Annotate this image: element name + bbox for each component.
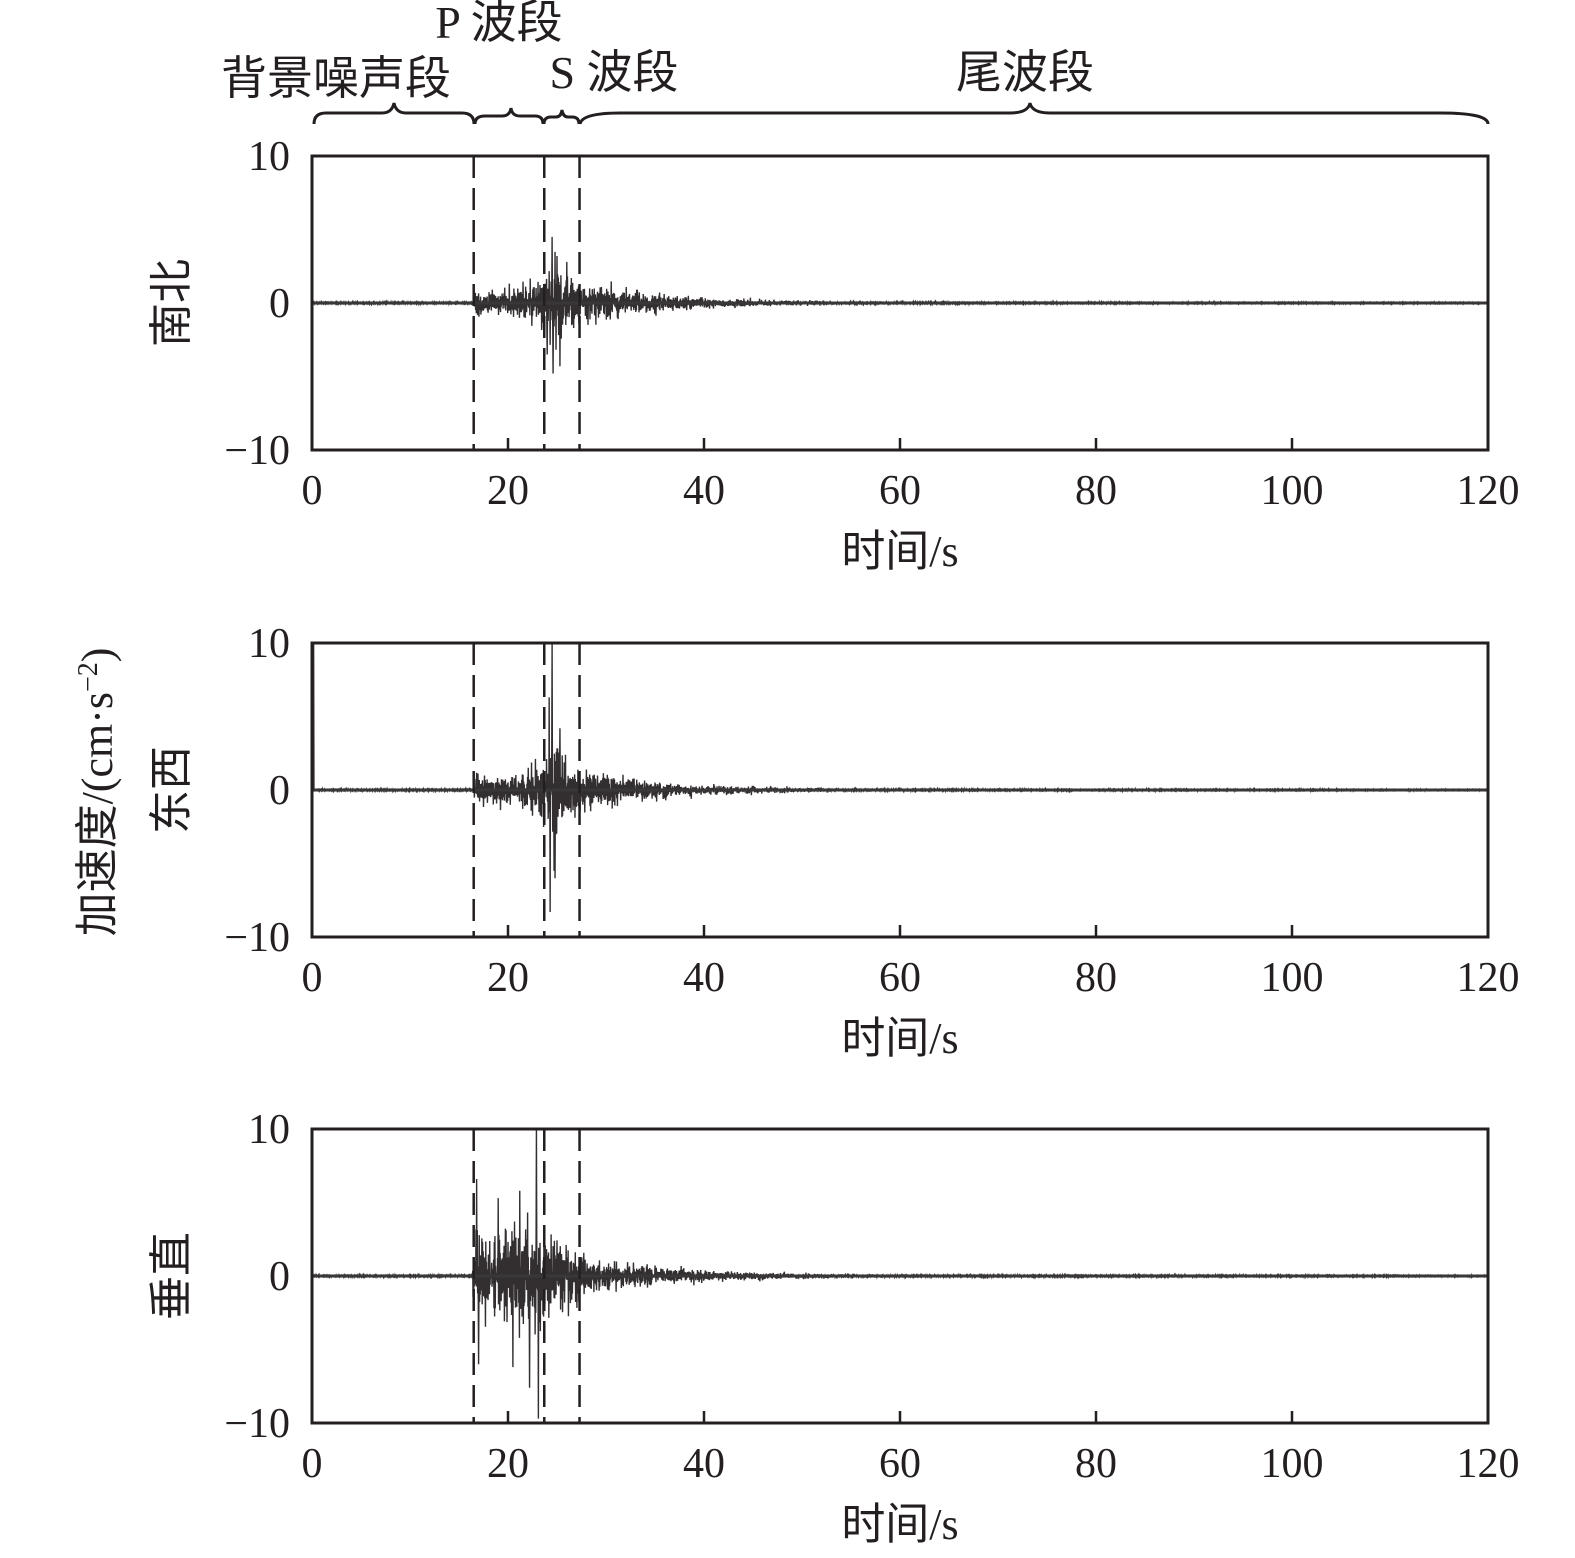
x-tick-label-north-south-80: 80 — [1075, 468, 1117, 514]
x-tick-label-east-west-80: 80 — [1075, 955, 1117, 1001]
y-axis-title-vertical: 垂直 — [147, 1232, 196, 1320]
y-tick-label-east-west-0: 10 — [248, 621, 290, 667]
y-axis-main-label: 加速度/(cm·s — [73, 692, 122, 936]
y-tick-label-north-south-0: 10 — [248, 134, 290, 180]
x-tick-label-north-south-0: 0 — [302, 468, 323, 514]
y-axis-title-east-west: 东西 — [147, 746, 196, 834]
y-axis-main-close: ) — [73, 648, 122, 663]
x-tick-label-east-west-60: 60 — [879, 955, 921, 1001]
y-tick-label-east-west-2: −10 — [224, 915, 290, 961]
x-axis-title-east-west: 时间/s — [841, 1014, 958, 1063]
x-tick-label-vertical-60: 60 — [879, 1441, 921, 1487]
x-axis-title-vertical: 时间/s — [841, 1500, 958, 1549]
y-axis-title-north-south: 南北 — [147, 259, 196, 347]
x-tick-label-vertical-80: 80 — [1075, 1441, 1117, 1487]
x-tick-label-vertical-40: 40 — [683, 1441, 725, 1487]
x-tick-label-north-south-100: 100 — [1261, 468, 1324, 514]
x-tick-label-north-south-40: 40 — [683, 468, 725, 514]
y-axis-main-exponent: −2 — [73, 662, 104, 692]
waveform-trace-north-south — [312, 236, 1488, 374]
x-tick-label-north-south-60: 60 — [879, 468, 921, 514]
segment-annotations: 背景噪声段 P 波段 S 波段 尾波段 — [221, 0, 1490, 125]
x-tick-label-north-south-20: 20 — [487, 468, 529, 514]
x-tick-label-vertical-120: 120 — [1457, 1441, 1520, 1487]
segment-label-p-wave: P 波段 — [435, 0, 562, 48]
y-tick-label-north-south-2: −10 — [224, 428, 290, 474]
x-tick-label-vertical-0: 0 — [302, 1441, 323, 1487]
brace-s-wave — [542, 109, 581, 125]
brace-background-noise — [312, 102, 476, 125]
svg-text:加速度/(cm·s−2): 加速度/(cm·s−2) — [73, 648, 123, 937]
y-axis-main-title: 加速度/(cm·s−2) — [73, 648, 123, 937]
x-axis-title-north-south: 时间/s — [841, 527, 958, 576]
x-tick-label-vertical-20: 20 — [487, 1441, 529, 1487]
y-tick-label-east-west-1: 0 — [269, 768, 290, 814]
brace-coda — [578, 102, 1490, 125]
x-tick-label-east-west-100: 100 — [1261, 955, 1324, 1001]
y-tick-label-vertical-0: 10 — [248, 1107, 290, 1153]
waveform-trace-vertical — [312, 1129, 1488, 1419]
x-tick-label-east-west-0: 0 — [302, 955, 323, 1001]
x-tick-label-east-west-40: 40 — [683, 955, 725, 1001]
y-tick-label-vertical-2: −10 — [224, 1401, 290, 1447]
brace-p-wave — [473, 107, 545, 125]
x-tick-label-north-south-120: 120 — [1457, 468, 1520, 514]
y-tick-label-north-south-1: 0 — [269, 281, 290, 327]
x-tick-label-east-west-20: 20 — [487, 955, 529, 1001]
segment-label-background-noise: 背景噪声段 — [221, 53, 451, 104]
segment-label-coda: 尾波段 — [956, 47, 1094, 98]
x-tick-label-vertical-100: 100 — [1261, 1441, 1324, 1487]
segment-label-s-wave: S 波段 — [549, 47, 678, 98]
x-tick-label-east-west-120: 120 — [1457, 955, 1520, 1001]
y-tick-label-vertical-1: 0 — [269, 1254, 290, 1300]
